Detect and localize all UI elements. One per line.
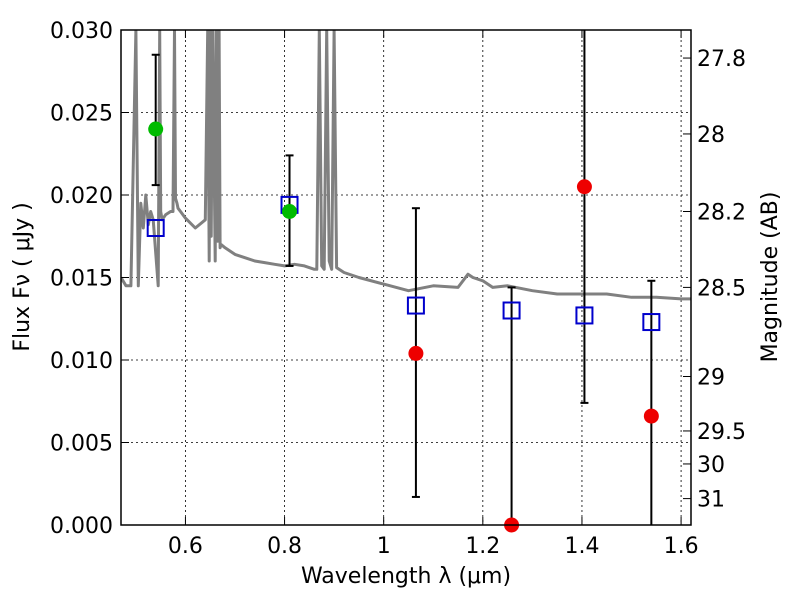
y-tick-label: 0.015 (50, 267, 113, 292)
model-photometry-square (146, 219, 165, 237)
x-tick-label: 0.6 (168, 534, 203, 559)
right-tick-label: 29.5 (697, 420, 746, 445)
x-tick-label: 1.4 (564, 534, 599, 559)
x-tick-label: 1 (377, 534, 391, 559)
y-tick-label: 0.000 (50, 514, 113, 539)
right-tick-label: 28 (697, 123, 725, 148)
sed-model-line (121, 30, 691, 301)
right-tick-label: 30 (697, 453, 725, 478)
detection-point (148, 121, 164, 137)
low-sn-point (643, 408, 659, 424)
x-axis-label: Wavelength λ (μm) (301, 564, 511, 589)
right-tick-label: 28.2 (697, 201, 746, 226)
y-tick-label: 0.025 (50, 102, 113, 127)
x-tick-label: 1.2 (465, 534, 500, 559)
low-sn-point (576, 179, 592, 195)
x-tick-label: 1.6 (664, 534, 699, 559)
model-photometry-square (406, 296, 425, 315)
plot-area (121, 30, 691, 301)
right-tick-label: 31 (697, 488, 725, 513)
y-tick-label: 0.030 (50, 19, 113, 44)
model-photometry-square (642, 313, 661, 332)
right-tick-label: 27.8 (697, 47, 746, 72)
right-tick-label: 28.5 (697, 276, 746, 301)
low-sn-point (408, 345, 424, 361)
y-axis-label: Flux Fν ( μJy ) (10, 202, 35, 351)
y-tick-label: 0.020 (50, 184, 113, 209)
model-photometry-square (502, 301, 521, 320)
x-tick-label: 0.8 (267, 534, 302, 559)
y-tick-label: 0.005 (50, 432, 113, 457)
y-tick-label: 0.010 (50, 349, 113, 374)
detection-point (282, 204, 298, 219)
right-axis-label: Magnitude (AB) (758, 192, 783, 363)
axis-ticks: 0.6 0.8 1 1.2 1.4 1.6 0.000 0.005 0.010 0.015 0.02… (50, 19, 746, 559)
model-photometry-square (575, 306, 594, 325)
data-markers (146, 121, 661, 533)
right-tick-label: 29 (697, 366, 725, 391)
